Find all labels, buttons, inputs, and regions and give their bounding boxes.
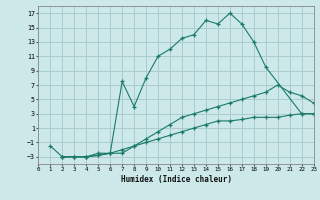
X-axis label: Humidex (Indice chaleur): Humidex (Indice chaleur) bbox=[121, 175, 231, 184]
